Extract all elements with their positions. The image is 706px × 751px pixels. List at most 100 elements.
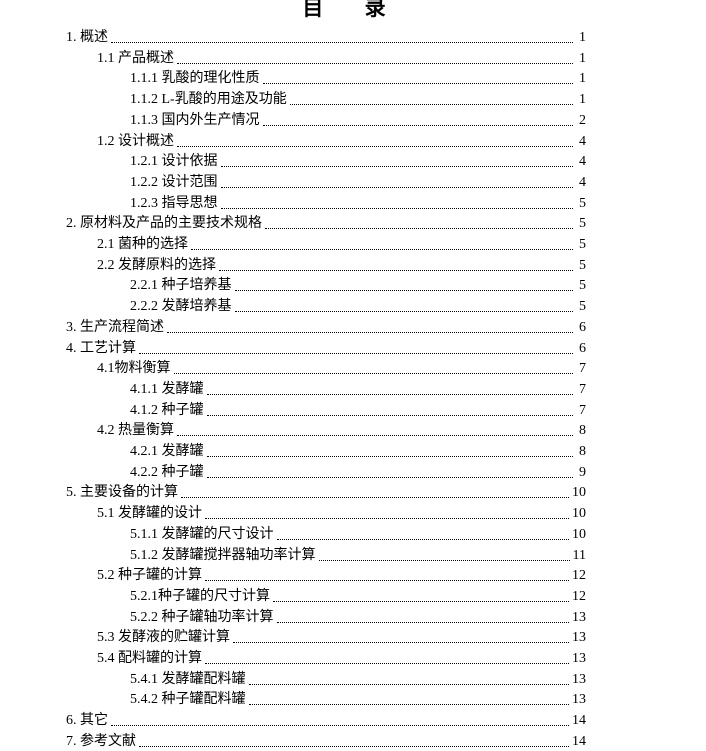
dot-leader [177, 145, 573, 147]
dot-leader [206, 393, 573, 395]
toc-entry[interactable]: 1.1.2 L-乳酸的用途及功能 1 [130, 89, 586, 109]
dot-leader [289, 104, 573, 106]
toc-entry[interactable]: 1. 概述 1 [66, 27, 586, 47]
toc-entry[interactable]: 2.2.2 发酵培养基 5 [130, 296, 586, 316]
toc-entry-label: 1.1.2 L-乳酸的用途及功能 [130, 92, 287, 108]
dot-leader [111, 725, 569, 727]
toc-entry[interactable]: 2.2.1 种子培养基 5 [130, 275, 586, 295]
toc-entry-label: 1.1 产品概述 [97, 50, 174, 66]
toc-entry-label: 2.1 菌种的选择 [97, 237, 188, 252]
toc-entry[interactable]: 2.2 发酵原料的选择 5 [97, 255, 586, 275]
toc-entry[interactable]: 1.2.1 设计依据 4 [130, 151, 586, 171]
toc-entry[interactable]: 7. 参考文献 14 [66, 731, 586, 751]
toc-entry-page: 5 [579, 278, 586, 294]
toc-entry[interactable]: 4.1.2 种子罐 7 [130, 400, 586, 420]
toc-entry[interactable]: 5.4.2 种子罐配料罐 13 [130, 689, 586, 709]
toc-entry[interactable]: 1.1 产品概述 1 [97, 48, 586, 68]
dot-leader [206, 476, 573, 478]
toc-entry-page: 8 [579, 423, 586, 439]
toc-title: 目 录 [302, 0, 404, 20]
dot-leader [177, 435, 573, 437]
toc-entry-page: 6 [579, 340, 586, 356]
toc-entry-label: 2.2 发酵原料的选择 [97, 257, 216, 273]
toc-entry[interactable]: 5.2 种子罐的计算 12 [97, 565, 586, 585]
toc-entry-label: 5.3 发酵液的贮罐计算 [97, 630, 230, 646]
dot-leader [173, 373, 573, 375]
toc-entry[interactable]: 1.2 设计概述 4 [97, 131, 586, 151]
toc-entry[interactable]: 2.1 菌种的选择 5 [97, 234, 586, 254]
toc-entry-page: 5 [579, 299, 586, 315]
dot-leader [206, 456, 573, 457]
dot-leader [273, 600, 569, 602]
toc-entry-label: 7. 参考文献 [66, 733, 136, 749]
toc-entry[interactable]: 1.2.2 设计范围 4 [130, 172, 586, 192]
dot-leader [220, 186, 573, 188]
toc-entry-label: 5.2 种子罐的计算 [97, 568, 202, 584]
toc-entry[interactable]: 4. 工艺计算 6 [66, 338, 586, 358]
dot-leader [248, 704, 569, 706]
toc-entry[interactable]: 4.2 热量衡算 8 [97, 420, 586, 440]
toc-entry-label: 5.4.1 发酵罐配料罐 [130, 671, 246, 687]
toc-entry-page: 12 [572, 568, 586, 584]
toc-entry-label: 2.2.1 种子培养基 [130, 278, 232, 294]
toc-entry-page: 4 [579, 154, 586, 170]
toc-entry[interactable]: 5.2.2 种子罐轴功率计算 13 [130, 607, 586, 627]
toc-entry-label: 4.2.1 发酵罐 [130, 444, 204, 459]
dot-leader [276, 621, 569, 623]
toc-entry-label: 1.1.1 乳酸的理化性质 [130, 71, 260, 87]
toc-entry-page: 14 [572, 733, 586, 749]
toc-entry-label: 1.2.2 设计范围 [130, 174, 218, 190]
toc-entry-page: 5 [579, 195, 586, 211]
toc-entry-label: 3. 生产流程简述 [66, 319, 164, 335]
toc-entry-page: 10 [572, 506, 586, 522]
toc-entry-page: 5 [579, 257, 586, 273]
toc-entry-label: 4.1.2 种子罐 [130, 402, 204, 418]
toc-entry-label: 5.4.2 种子罐配料罐 [130, 692, 246, 708]
toc-entry-label: 4. 工艺计算 [66, 340, 136, 356]
toc-entry-label: 5.1 发酵罐的设计 [97, 506, 202, 522]
toc-entry-page: 8 [579, 444, 586, 459]
toc-entry[interactable]: 5.2.1种子罐的尺寸计算 12 [130, 586, 586, 606]
toc-entry-page: 7 [579, 402, 586, 418]
toc-entry[interactable]: 4.2.1 发酵罐 8 [130, 441, 586, 461]
toc-entry-page: 13 [572, 692, 586, 708]
toc-entry-page: 10 [572, 485, 586, 501]
toc-entry-label: 6. 其它 [66, 713, 108, 729]
toc-entry[interactable]: 1.1.3 国内外生产情况 2 [130, 110, 586, 130]
toc-entry-label: 1. 概述 [66, 30, 108, 45]
dot-leader [262, 124, 573, 126]
toc-entry[interactable]: 5.1.1 发酵罐的尺寸设计 10 [130, 524, 586, 544]
dot-leader [219, 269, 573, 271]
dot-leader [139, 352, 573, 354]
dot-leader [220, 207, 573, 209]
toc-entry-page: 13 [572, 630, 586, 646]
toc-entry-label: 5.2.2 种子罐轴功率计算 [130, 609, 274, 625]
toc-entry-label: 5.4 配料罐的计算 [97, 651, 202, 666]
toc-entry-page: 2 [579, 112, 586, 128]
toc-entry-page: 1 [579, 30, 586, 45]
toc-entry[interactable]: 5. 主要设备的计算 10 [66, 482, 586, 502]
toc-entry-label: 2. 原材料及产品的主要技术规格 [66, 216, 262, 232]
toc-entry[interactable]: 5.1 发酵罐的设计 10 [97, 503, 586, 523]
toc-entry[interactable]: 6. 其它 14 [66, 710, 586, 730]
toc-entry[interactable]: 2. 原材料及产品的主要技术规格 5 [66, 213, 586, 233]
toc-entry-label: 4.1物料衡算 [97, 361, 171, 377]
toc-entry[interactable]: 1.1.1 乳酸的理化性质 1 [130, 68, 586, 88]
toc-entry[interactable]: 3. 生产流程简述 6 [66, 317, 586, 337]
toc-entry[interactable]: 4.1.1 发酵罐 7 [130, 379, 586, 399]
dot-leader [234, 290, 573, 292]
toc-entry-label: 1.2.1 设计依据 [130, 154, 218, 170]
toc-entry[interactable]: 4.2.2 种子罐 9 [130, 462, 586, 482]
toc-entry[interactable]: 5.3 发酵液的贮罐计算 13 [97, 627, 586, 647]
toc-entry-page: 6 [579, 319, 586, 335]
toc-entry[interactable]: 5.4 配料罐的计算 13 [97, 648, 586, 668]
toc-entry-page: 5 [579, 237, 586, 252]
toc-entry-page: 7 [579, 381, 586, 397]
toc-entry[interactable]: 5.1.2 发酵罐搅拌器轴功率计算 11 [130, 545, 586, 565]
toc-entry[interactable]: 5.4.1 发酵罐配料罐 13 [130, 669, 586, 689]
toc-entry[interactable]: 4.1物料衡算 7 [97, 358, 586, 378]
dot-leader [318, 559, 570, 561]
toc-entry[interactable]: 1.2.3 指导思想 5 [130, 193, 586, 213]
dot-leader [206, 414, 573, 416]
toc-entry-page: 13 [572, 671, 586, 687]
